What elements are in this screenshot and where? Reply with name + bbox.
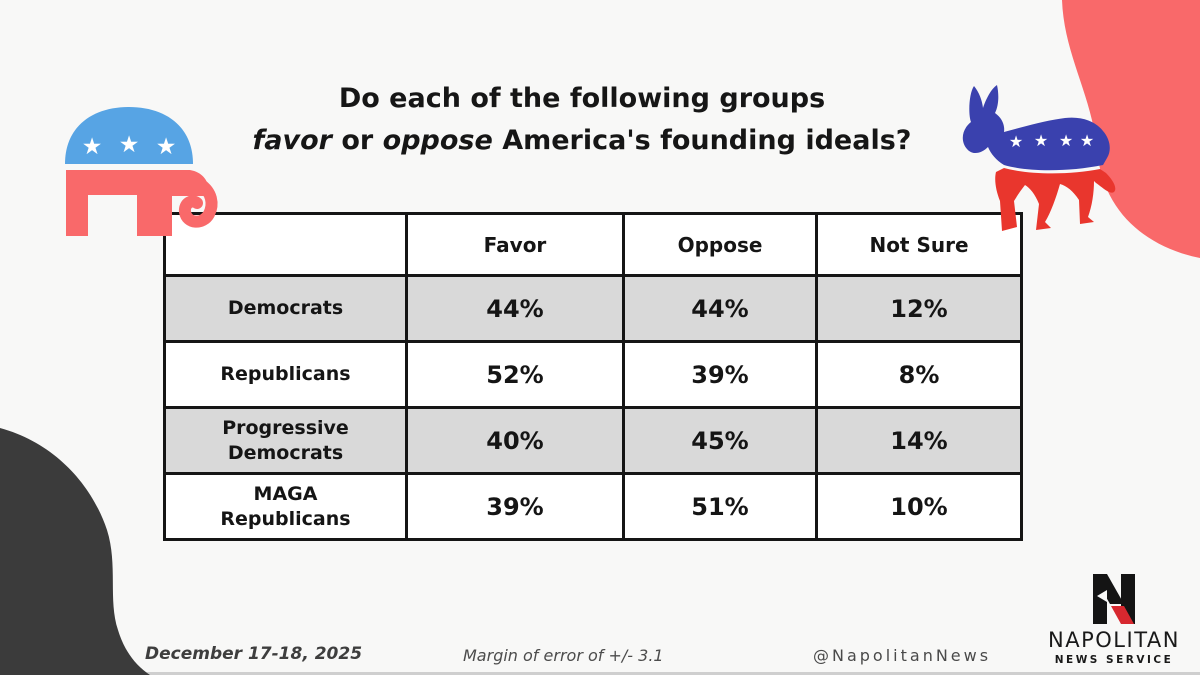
row-label: MAGA Republicans [163, 472, 408, 541]
table-row-republicans: Republicans 52% 39% 8% [163, 340, 1023, 409]
page-title: Do each of the following groups favor or… [0, 78, 1164, 162]
table-cell: 52% [405, 340, 625, 409]
star-icon: ★ [82, 134, 103, 160]
elephant-trunk [178, 178, 218, 228]
elephant-body [66, 170, 209, 236]
table-cell: 8% [815, 340, 1023, 409]
republican-elephant-icon: ★ ★ ★ [65, 107, 218, 236]
poll-date: December 17-18, 2025 [145, 644, 363, 664]
table-cell: 10% [815, 472, 1023, 541]
title-line-2: favor or oppose America's founding ideal… [252, 124, 912, 156]
star-icon: ★ [1059, 131, 1073, 150]
row-label: Democrats [163, 274, 408, 343]
row-label: Progressive Democrats [163, 406, 408, 475]
table-cell: 12% [815, 274, 1023, 343]
margin-of-error: Margin of error of +/- 3.1 [463, 646, 664, 665]
poll-results-table: Favor Oppose Not Sure Democrats 44% 44% … [163, 212, 1023, 541]
table-header-row: Favor Oppose Not Sure [163, 212, 1023, 277]
brand-name: NAPOLITAN [1048, 628, 1180, 652]
table-row-maga-republicans: MAGA Republicans 39% 51% 10% [163, 472, 1023, 541]
table-row-democrats: Democrats 44% 44% 12% [163, 274, 1023, 343]
star-icon: ★ [1009, 132, 1023, 151]
table-cell: 44% [405, 274, 625, 343]
red-corner-blob [1062, 0, 1200, 258]
table-cell: 14% [815, 406, 1023, 475]
header-favor: Favor [405, 212, 625, 277]
social-handle: @NapolitanNews [813, 646, 992, 665]
star-icon: ★ [1034, 131, 1048, 150]
table-cell: 39% [622, 340, 818, 409]
table-cell: 45% [622, 406, 818, 475]
dark-corner-blob [0, 428, 150, 675]
star-icon: ★ [119, 132, 140, 158]
header-not-sure: Not Sure [815, 212, 1023, 277]
brand-tagline: NEWS SERVICE [1054, 654, 1174, 666]
header-oppose: Oppose [622, 212, 818, 277]
table-cell: 39% [405, 472, 625, 541]
eagle-beak-notch [1097, 590, 1107, 602]
donkey-lower-body [995, 168, 1116, 231]
donkey-upper-body [962, 85, 1110, 171]
star-icon: ★ [1080, 131, 1094, 150]
democrat-donkey-icon: ★ ★ ★ ★ [962, 85, 1116, 231]
star-icon: ★ [156, 134, 177, 160]
table-row-progressive-democrats: Progressive Democrats 40% 45% 14% [163, 406, 1023, 475]
elephant-dome [65, 107, 193, 164]
napolitan-n-icon [1093, 574, 1135, 624]
title-line-1: Do each of the following groups [338, 83, 826, 115]
table-cell: 44% [622, 274, 818, 343]
bottom-edge-strip [0, 672, 1200, 675]
napolitan-logo: NAPOLITAN NEWS SERVICE [1040, 574, 1188, 666]
table-cell: 51% [622, 472, 818, 541]
table-cell: 40% [405, 406, 625, 475]
row-label: Republicans [163, 340, 408, 409]
